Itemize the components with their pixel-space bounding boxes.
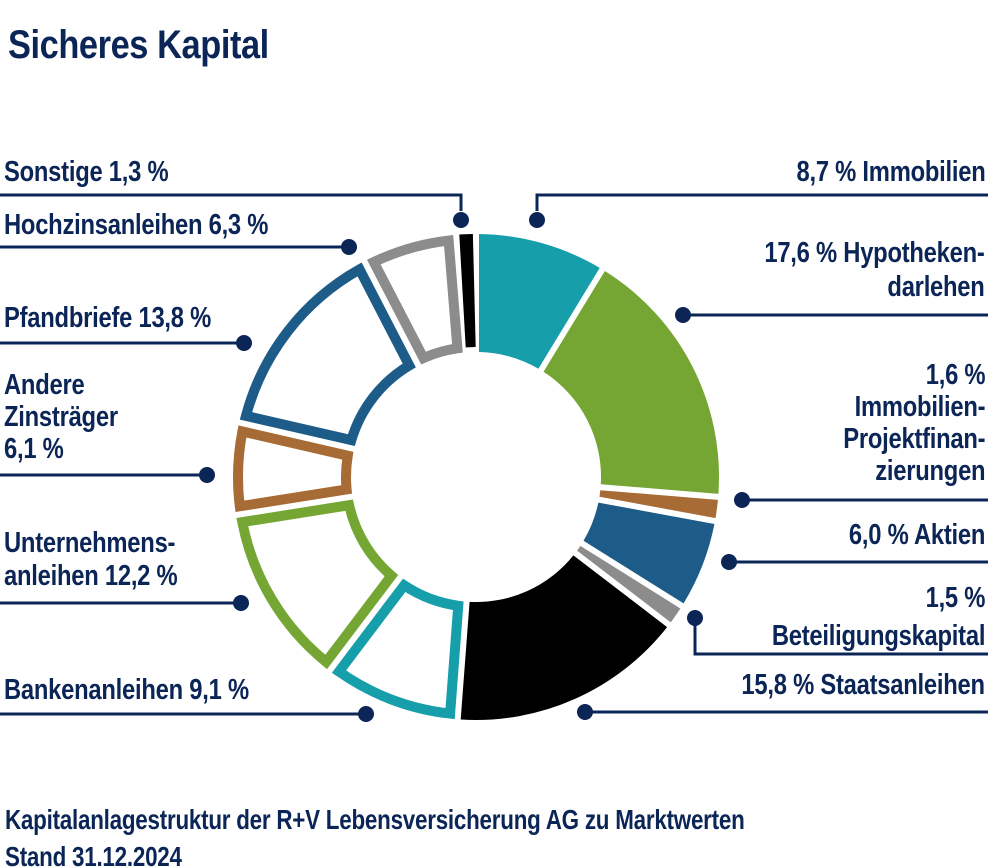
label-line: 15,8 % Staatsanleihen xyxy=(741,669,986,701)
segment-beteiligungskapital xyxy=(577,545,681,623)
label-line: 1,5 % xyxy=(925,582,985,614)
leader-dot-aktien xyxy=(721,554,737,570)
page-title: Sicheres Kapital xyxy=(8,22,269,67)
leader-dot-unternehmensanleihen xyxy=(233,595,249,611)
label-bankenanleihen: Bankenanleihen 9,1 % xyxy=(4,674,249,706)
segment-pfandbriefe xyxy=(239,262,416,447)
leader-dot-immobilien-projektfinanzierungen xyxy=(734,492,750,508)
segment-unternehmensanleihen xyxy=(236,499,399,670)
segment-hochzinsanleihen xyxy=(366,235,463,365)
label-line: Pfandbriefe 13,8 % xyxy=(4,302,212,334)
leader-dot-hypothekendarlehen xyxy=(675,307,691,323)
leader-line-immobilien xyxy=(535,193,988,211)
segment-andere-zinstr-ger xyxy=(233,425,354,513)
label-line: Bankenanleihen 9,1 % xyxy=(4,674,249,706)
label-aktien: 6,0 % Aktien xyxy=(848,519,986,551)
label-immobilien-projektfinanzierungen: 1,6 % Immobilien- Projektfinan- zierunge… xyxy=(843,359,985,487)
label-line: Zinsträger xyxy=(4,401,118,433)
label-beteiligungskapital: 1,5 % Beteiligungskapital xyxy=(771,579,986,655)
label-andere-zinstraeger: Andere Zinsträger 6,1 % xyxy=(4,369,118,465)
label-line: Andere xyxy=(4,369,85,401)
label-line: 8,7 % Immobilien xyxy=(795,156,985,188)
leader-dot-beteiligungskapital xyxy=(687,610,703,626)
label-line: Unternehmens- xyxy=(4,527,176,559)
label-line: Immobilien- xyxy=(854,391,985,423)
label-line: Beteiligungskapital xyxy=(771,620,986,652)
footer-source: Kapitalanlagestruktur der R+V Lebensvers… xyxy=(5,804,745,835)
leader-dot-immobilien xyxy=(529,212,545,228)
label-line: zierungen xyxy=(874,455,985,487)
label-line: darlehen xyxy=(887,271,985,303)
label-hochzinsanleihen: Hochzinsanleihen 6,3 % xyxy=(4,209,268,241)
segment-immobilien-projektfinanzierungen xyxy=(599,490,718,519)
label-staatsanleihen: 15,8 % Staatsanleihen xyxy=(741,669,986,701)
leader-dot-andere-zinstraeger xyxy=(199,467,215,483)
label-line: Hochzinsanleihen 6,3 % xyxy=(4,209,269,241)
segment-sonstige xyxy=(459,233,476,348)
leader-dot-staatsanleihen xyxy=(577,704,593,720)
label-line: 6,0 % Aktien xyxy=(848,519,986,551)
segment-bankenanleihen xyxy=(331,578,464,720)
segment-immobilien xyxy=(479,234,600,369)
label-immobilien: 8,7 % Immobilien xyxy=(796,156,985,188)
label-pfandbriefe: Pfandbriefe 13,8 % xyxy=(4,302,211,334)
footer-date: Stand 31.12.2024 xyxy=(5,841,182,867)
leader-dot-sonstige xyxy=(453,212,469,228)
label-line: Sonstige 1,3 % xyxy=(4,156,169,188)
label-line: Projektfinan- xyxy=(842,423,985,455)
label-line: anleihen 12,2 % xyxy=(4,560,178,592)
label-line: 17,6 % Hypotheken- xyxy=(764,237,985,269)
segment-staatsanleihen xyxy=(460,555,668,721)
leader-line-sonstige xyxy=(0,193,463,211)
label-line: 6,1 % xyxy=(4,433,64,465)
leader-dot-pfandbriefe xyxy=(236,335,252,351)
leader-dot-hochzinsanleihen xyxy=(341,239,357,255)
leader-dot-bankenanleihen xyxy=(358,706,374,722)
segment-aktien xyxy=(583,502,715,604)
segment-hypothekendarlehen xyxy=(543,270,720,494)
label-line: 1,6 % xyxy=(925,359,985,391)
leader-line-beteiligungskapital xyxy=(693,618,988,656)
label-hypothekendarlehen: 17,6 % Hypotheken- darlehen xyxy=(765,236,985,304)
label-unternehmensanleihen: Unternehmens- anleihen 12,2 % xyxy=(4,527,178,593)
label-sonstige: Sonstige 1,3 % xyxy=(4,156,169,188)
